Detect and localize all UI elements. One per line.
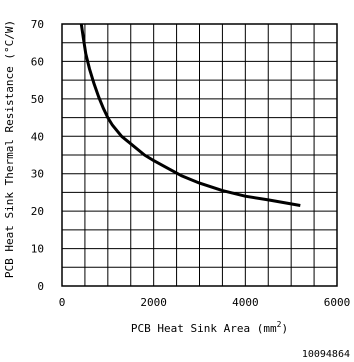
x-axis-label-main: PCB Heat Sink Area (mm bbox=[131, 322, 277, 335]
x-tick-label: 2000 bbox=[140, 296, 167, 309]
y-tick-label: 50 bbox=[31, 93, 44, 106]
x-axis-label-suffix: ) bbox=[281, 322, 288, 335]
plot-frame bbox=[61, 23, 338, 287]
y-tick-label: 0 bbox=[37, 280, 44, 293]
y-tick-label: 30 bbox=[31, 168, 44, 181]
figure-id: 10094864 bbox=[302, 349, 350, 360]
series-line bbox=[79, 23, 301, 207]
x-axis-label: PCB Heat Sink Area (mm2) bbox=[131, 320, 288, 335]
y-tick-label: 10 bbox=[31, 243, 44, 256]
y-axis-label: PCB Heat Sink Thermal Resistance (°C/W) bbox=[3, 20, 16, 278]
x-axis-label-superscript: 2 bbox=[277, 320, 282, 329]
y-tick-label: 60 bbox=[31, 55, 44, 68]
y-tick-label: 70 bbox=[31, 18, 44, 31]
y-tick-labels: 0 10 20 30 40 50 60 70 bbox=[31, 18, 44, 293]
x-tick-labels: 0 2000 4000 6000 bbox=[59, 296, 351, 309]
x-tick-label: 6000 bbox=[324, 296, 351, 309]
x-tick-label: 4000 bbox=[232, 296, 259, 309]
y-tick-label: 40 bbox=[31, 130, 44, 143]
grid bbox=[62, 24, 337, 286]
y-tick-label: 20 bbox=[31, 205, 44, 218]
x-tick-label: 0 bbox=[59, 296, 66, 309]
